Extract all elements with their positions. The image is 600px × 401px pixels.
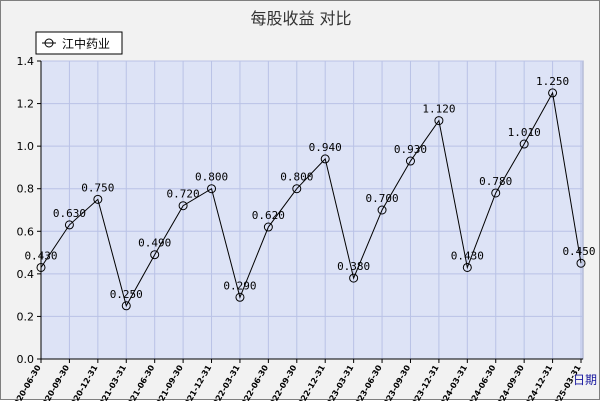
data-label: 0.780 [479,175,512,188]
x-tick-label: 2024-03-31 [436,363,470,401]
x-tick-label: 2022-06-30 [237,363,271,401]
x-tick-label: 2024-06-30 [464,363,498,401]
data-label: 0.250 [110,288,143,301]
y-tick-label: 0.0 [17,353,35,366]
data-point [207,184,217,194]
data-point [405,156,415,166]
data-label: 0.380 [337,260,370,273]
data-point [178,201,188,211]
y-tick-label: 0.4 [17,268,35,281]
chart-title: 每股收益 对比 [250,9,352,28]
legend-box [35,31,123,55]
corner-date-label: 日期 [573,373,597,387]
x-tick-label: 2020-06-30 [9,363,43,401]
data-label: 0.930 [394,143,427,156]
data-label: 0.800 [195,171,228,184]
data-point [263,222,273,232]
data-point [519,139,529,149]
data-label: 0.800 [280,171,313,184]
x-tick-label: 2023-06-30 [350,363,384,401]
y-tick-label: 1.4 [17,55,35,68]
y-tick-label: 0.8 [17,183,35,196]
data-label: 1.250 [536,75,569,88]
data-point [462,262,472,272]
x-tick-label: 2020-09-30 [38,363,72,401]
series-line [40,91,582,308]
data-point [491,188,501,198]
data-label: 0.290 [223,279,256,292]
x-tick-label: 2021-06-30 [123,363,157,401]
x-tick-label: 2020-12-31 [66,363,100,401]
data-point [349,273,359,283]
data-point [292,184,302,194]
legend-marker [44,38,54,48]
x-tick-label: 2021-12-31 [180,363,214,401]
plot-area [40,60,584,360]
data-label: 1.010 [508,126,541,139]
legend-label: 江中药业 [62,36,110,51]
x-tick-label: 2024-12-31 [521,363,555,401]
data-point [150,250,160,260]
y-tick-label: 1.0 [17,140,35,153]
data-point [64,220,74,230]
data-label: 0.490 [138,237,171,250]
x-tick-label: 2022-03-31 [208,363,242,401]
data-point [93,194,103,204]
data-label: 0.940 [309,141,342,154]
y-tick-label: 1.2 [17,98,35,111]
data-point [36,262,46,272]
data-label: 0.450 [562,245,595,258]
data-label: 0.620 [252,209,285,222]
data-point [235,292,245,302]
x-tick-label: 2021-09-30 [151,363,185,401]
data-point [576,258,586,268]
data-point [121,301,131,311]
data-point [548,88,558,98]
x-tick-label: 2022-12-31 [294,363,328,401]
data-label: 0.630 [53,207,86,220]
data-point [320,154,330,164]
data-label: 0.720 [167,188,200,201]
data-point [434,116,444,126]
data-label: 1.120 [422,103,455,116]
data-label: 0.430 [451,249,484,262]
x-tick-label: 2023-12-31 [407,363,441,401]
y-tick-label: 0.6 [17,225,35,238]
data-label: 0.430 [24,249,57,262]
x-tick-label: 2023-03-31 [322,363,356,401]
x-tick-label: 2024-09-30 [493,363,527,401]
y-tick-label: 0.2 [17,310,35,323]
data-label: 0.700 [365,192,398,205]
x-tick-label: 2023-09-30 [379,363,413,401]
x-tick-label: 2022-09-30 [265,363,299,401]
data-point [377,205,387,215]
x-tick-label: 2021-03-31 [95,363,129,401]
data-label: 0.750 [81,181,114,194]
